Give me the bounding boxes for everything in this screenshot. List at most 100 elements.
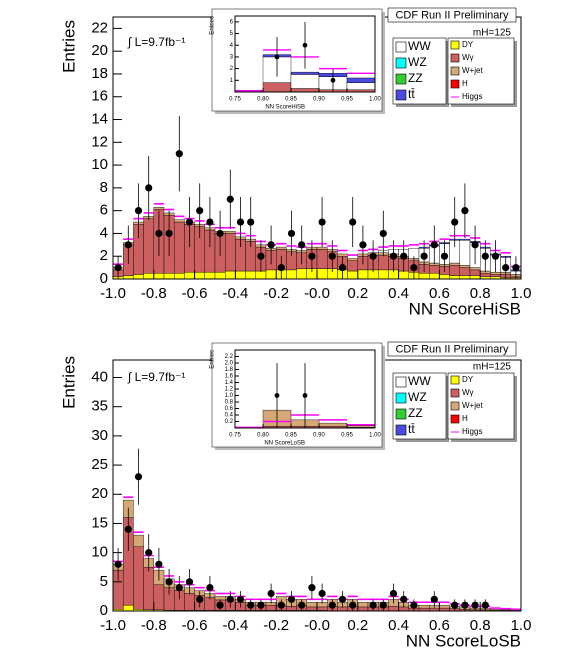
x-tick-label: 0.4 (388, 617, 409, 634)
x-tick-label: 0.75 (229, 97, 241, 103)
x-tick-label: 0.6 (429, 285, 450, 302)
data-point (440, 252, 449, 260)
y-tick-label: 3 (230, 55, 234, 61)
y-tick-label: 1.0 (225, 393, 234, 399)
stack-segment (459, 238, 471, 241)
data-point (134, 473, 143, 481)
stack-segment (429, 265, 440, 274)
legend-swatch (395, 408, 407, 420)
x-tick-label: 0.80 (257, 433, 269, 439)
y-tick-label: 18 (91, 65, 108, 82)
stack-segment (122, 275, 134, 280)
mass-label: mH=125 (473, 28, 512, 39)
legend-label: W+jet (462, 66, 483, 75)
legend-label: WZ (408, 390, 427, 404)
stack-segment (153, 584, 165, 611)
legend-swatch (450, 53, 460, 63)
x-tick-label: -0.4 (222, 617, 248, 634)
y-tick-label: 8 (100, 179, 108, 196)
y-tick-label: 22 (91, 19, 108, 36)
stack-segment (418, 273, 430, 280)
data-point (481, 601, 489, 609)
data-point (471, 241, 479, 249)
inset-background (211, 342, 383, 448)
stack-segment (480, 273, 491, 277)
x-tick-label: -0.0 (304, 285, 330, 302)
data-point (338, 595, 347, 603)
x-axis-title: NN ScoreLoSB (264, 441, 305, 447)
data-point (461, 601, 469, 609)
stack-segment (469, 275, 481, 280)
x-tick-label: 1.0 (511, 285, 532, 302)
x-tick-label: 0.2 (347, 285, 368, 302)
stack-segment (290, 74, 320, 89)
legend-swatch (395, 41, 407, 53)
stack-segment (122, 604, 134, 612)
data-point (302, 393, 308, 398)
data-point (155, 229, 163, 238)
x-tick-label: -0.0 (304, 617, 330, 634)
data-point (114, 264, 122, 272)
data-point (257, 601, 265, 609)
data-point (308, 252, 316, 260)
data-point (298, 241, 306, 249)
y-axis-title: Entries (210, 16, 216, 35)
stack-segment (306, 606, 318, 611)
data-point (451, 218, 459, 226)
data-point (330, 77, 336, 83)
data-point (226, 595, 234, 603)
data-point (185, 578, 194, 586)
data-point (512, 264, 520, 272)
stack-segment (276, 246, 287, 250)
y-tick-label: 1.4 (225, 380, 234, 386)
legend-label: Wγ (462, 53, 474, 62)
data-point (165, 578, 173, 586)
legend-label: WZ (408, 55, 427, 69)
y-tick-label: 40 (91, 368, 108, 385)
legend-label: H (462, 414, 468, 423)
stack-segment (347, 258, 359, 261)
legend-label: DY (462, 375, 474, 384)
stack-segment (449, 265, 461, 276)
inset-background (211, 8, 383, 112)
stack-segment (398, 270, 410, 280)
data-point (430, 241, 438, 249)
data-point (410, 264, 418, 272)
stack-segment (378, 254, 389, 271)
data-point (318, 218, 326, 226)
y-tick-label: 1.6 (225, 374, 234, 380)
stack-segment (449, 262, 461, 266)
legend-swatch (395, 73, 407, 85)
data-point (400, 252, 408, 260)
legend-swatch (395, 424, 407, 436)
data-point (206, 218, 214, 226)
stack-segment (439, 604, 450, 609)
x-tick-label: 1.00 (369, 433, 381, 439)
stack-segment (459, 267, 471, 276)
stack-segment (357, 602, 369, 608)
y-tick-label: 14 (91, 110, 108, 127)
stack-segment (398, 606, 410, 612)
x-axis-title: NN ScoreHiSB (265, 105, 305, 111)
y-tick-label: 1.8 (225, 367, 234, 373)
stack-segment (378, 269, 389, 280)
stack-segment (204, 271, 216, 280)
stack-segment (346, 425, 376, 428)
x-tick-label: -0.4 (222, 285, 248, 302)
data-point (328, 601, 336, 609)
data-point (185, 218, 194, 226)
x-tick-label: 0.80 (257, 97, 269, 103)
stack-segment (316, 606, 328, 611)
data-point (420, 252, 428, 260)
x-tick-label: 1.0 (511, 617, 532, 634)
data-point (430, 595, 438, 603)
y-tick-label: 2.2 (225, 354, 234, 360)
y-axis-title: Entries (59, 20, 78, 73)
y-tick-label: 20 (91, 42, 108, 59)
data-point (349, 218, 357, 226)
plot-frame (234, 15, 376, 93)
data-point (175, 584, 183, 592)
y-tick-label: 1 (230, 78, 234, 84)
x-axis-title: NN ScoreLoSB (406, 631, 521, 650)
data-point (400, 595, 408, 603)
